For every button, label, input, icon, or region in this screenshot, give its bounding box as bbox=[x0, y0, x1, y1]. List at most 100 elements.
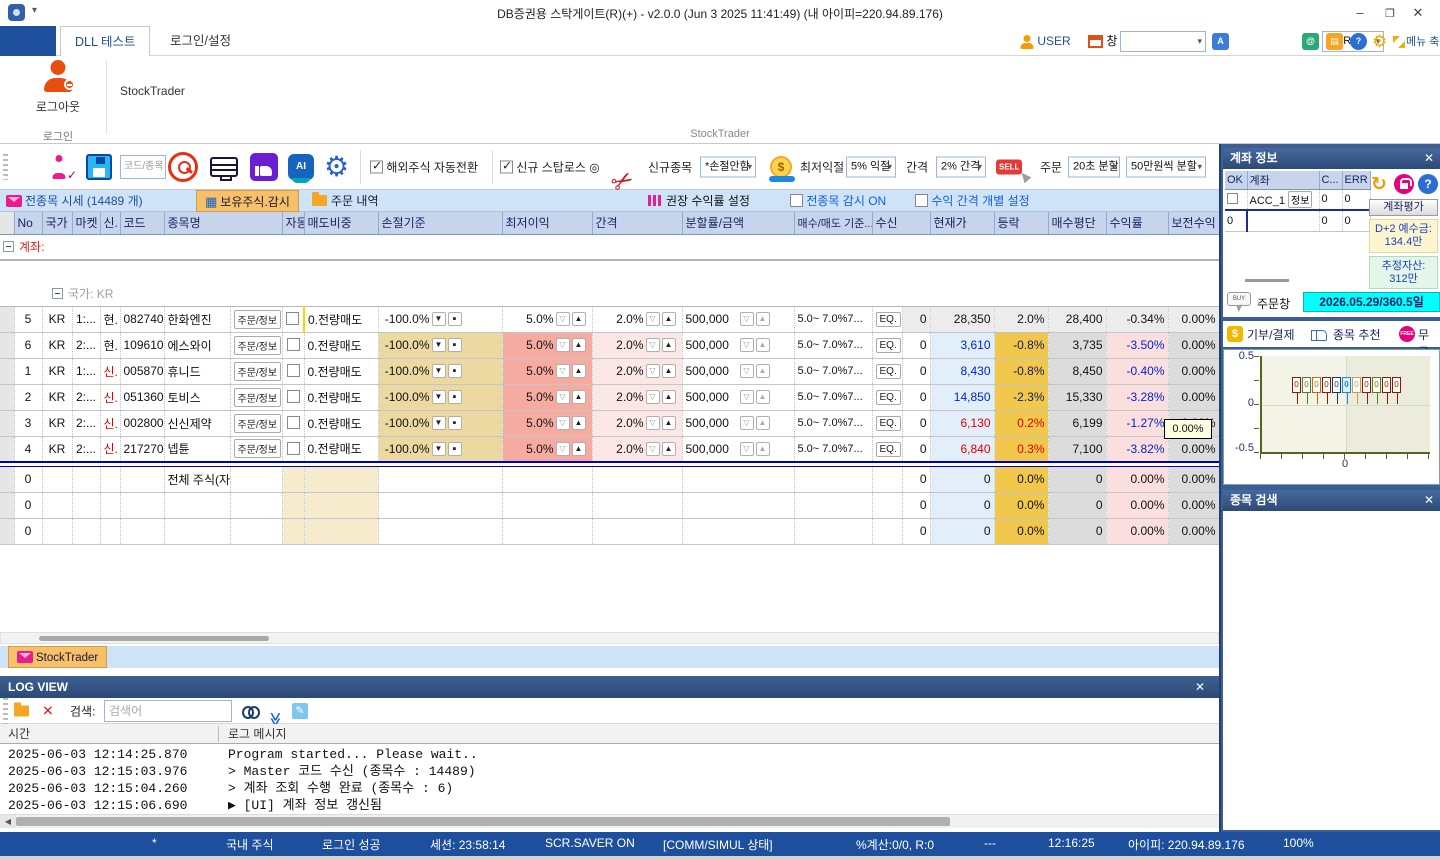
table-row[interactable]: 4 KR 2:... 신. 217270 넵튠 주문/정보 0.전량매도 -100.0% … bbox=[0, 436, 1220, 463]
spin-up-icon[interactable] bbox=[571, 416, 586, 431]
overseas-auto-checkbox[interactable]: 해외주식 자동전환 bbox=[370, 158, 478, 175]
sell-cursor-icon[interactable]: SELL bbox=[996, 159, 1023, 174]
spin-up-icon[interactable] bbox=[755, 416, 770, 431]
chevron-down-icon[interactable]: ▾ bbox=[32, 5, 38, 16]
spin-down-icon[interactable] bbox=[645, 390, 660, 405]
spin-up-icon[interactable] bbox=[661, 364, 676, 379]
drag-handle[interactable] bbox=[3, 153, 8, 180]
order-info-button[interactable]: 주문/정보 bbox=[233, 361, 281, 381]
window-button[interactable]: 창 bbox=[1088, 31, 1117, 51]
spin-up-icon[interactable] bbox=[661, 390, 676, 405]
spin-down-icon[interactable] bbox=[645, 442, 660, 457]
help-icon[interactable]: ? bbox=[1350, 31, 1367, 51]
open-log-icon[interactable] bbox=[14, 702, 29, 716]
recv-button[interactable]: EQ. bbox=[875, 441, 901, 457]
spin-up-icon[interactable] bbox=[571, 312, 586, 327]
like-icon[interactable] bbox=[250, 152, 278, 181]
order-info-button[interactable]: 주문/정보 bbox=[233, 387, 281, 407]
profit-icon[interactable]: $ bbox=[769, 155, 795, 182]
settings-icon[interactable]: ⚙ bbox=[1372, 31, 1388, 52]
log-scrollbar[interactable]: ◀ bbox=[0, 814, 1219, 828]
auto-checkbox[interactable] bbox=[286, 390, 300, 403]
clear-log-icon[interactable]: ✕ bbox=[42, 702, 54, 718]
order-split-combo[interactable]: 20초 분할 bbox=[1068, 156, 1120, 177]
menu-collapse-button[interactable]: 메뉴 축소 bbox=[1392, 31, 1440, 51]
lock-icon[interactable] bbox=[1394, 174, 1414, 194]
spin-up-icon[interactable] bbox=[571, 390, 586, 405]
account-info-button[interactable]: 정보 bbox=[1288, 190, 1313, 208]
order-window-value[interactable]: 2026.05.29/360.5일 bbox=[1303, 292, 1440, 312]
help-icon[interactable]: ? bbox=[1418, 174, 1438, 194]
order-info-button[interactable]: 주문/정보 bbox=[233, 413, 281, 433]
book-icon[interactable]: ▤ bbox=[1326, 31, 1343, 51]
recommend-link[interactable]: 종목 추천 bbox=[1333, 328, 1381, 342]
spin-up-icon[interactable] bbox=[661, 442, 676, 457]
stop-icon[interactable] bbox=[447, 338, 462, 353]
binoculars-icon[interactable] bbox=[242, 705, 260, 719]
spin-down-icon[interactable] bbox=[645, 364, 660, 379]
tab-stocktrader[interactable]: StockTrader bbox=[8, 646, 108, 668]
table-row[interactable]: 2 KR 2:... 신. 051360 토비스 주문/정보 0.전량매도 -100.0%… bbox=[0, 384, 1220, 411]
spin-down-icon[interactable] bbox=[431, 442, 446, 457]
spin-down-icon[interactable] bbox=[431, 416, 446, 431]
scrollbar-thumb[interactable] bbox=[16, 817, 950, 826]
file-menu-button[interactable] bbox=[0, 26, 56, 56]
tab-all-quotes[interactable]: 전종목 시세 (14489 개) bbox=[6, 190, 143, 212]
horizontal-scrollbar[interactable] bbox=[0, 632, 1219, 644]
code-search-input[interactable] bbox=[120, 154, 166, 179]
donate-link[interactable]: 기부/결제 bbox=[1247, 328, 1295, 342]
refresh-icon[interactable]: ↻ bbox=[1371, 173, 1387, 195]
save-icon[interactable] bbox=[86, 153, 112, 180]
spin-up-icon[interactable] bbox=[571, 364, 586, 379]
spin-down-icon[interactable] bbox=[555, 364, 570, 379]
restore-button[interactable] bbox=[1376, 3, 1404, 23]
spin-down-icon[interactable] bbox=[555, 442, 570, 457]
account-eval-button[interactable]: 계좌평가 bbox=[1369, 199, 1438, 216]
spin-down-icon[interactable] bbox=[739, 312, 754, 327]
logout-button[interactable]: 로그아웃 bbox=[28, 60, 88, 115]
spin-down-icon[interactable] bbox=[645, 338, 660, 353]
spin-up-icon[interactable] bbox=[755, 442, 770, 457]
scrollbar-thumb[interactable] bbox=[39, 636, 269, 641]
auto-checkbox[interactable] bbox=[286, 416, 300, 429]
profit-rate-settings-button[interactable]: 권장 수익률 설정 bbox=[648, 190, 750, 212]
spin-down-icon[interactable] bbox=[739, 442, 754, 457]
tab-dll-test[interactable]: DLL 테스트 bbox=[60, 26, 151, 56]
amount-split-combo[interactable]: 50만원씩 분할 bbox=[1126, 156, 1206, 177]
account-panel-header[interactable]: 계좌 정보 ✕ bbox=[1223, 148, 1440, 169]
monitor-icon[interactable] bbox=[210, 156, 238, 181]
close-icon[interactable]: ✕ bbox=[1194, 680, 1205, 694]
spin-down-icon[interactable] bbox=[555, 416, 570, 431]
recv-button[interactable]: EQ. bbox=[875, 390, 901, 405]
spin-down-icon[interactable] bbox=[431, 390, 446, 405]
spin-down-icon[interactable] bbox=[555, 390, 570, 405]
spin-down-icon[interactable] bbox=[431, 338, 446, 353]
table-row[interactable]: 1 KR 1:... 신. 005870 휴니드 주문/정보 0.전량매도 -100.0%… bbox=[0, 358, 1220, 385]
buy-cursor-icon[interactable]: BUY bbox=[1227, 292, 1251, 306]
spin-up-icon[interactable] bbox=[755, 312, 770, 327]
stop-icon[interactable] bbox=[447, 442, 462, 457]
spin-up-icon[interactable] bbox=[661, 416, 676, 431]
order-info-button[interactable]: 주문/정보 bbox=[233, 439, 281, 459]
recv-button[interactable]: EQ. bbox=[875, 312, 901, 327]
spin-down-icon[interactable] bbox=[739, 364, 754, 379]
thumbs-up-icon[interactable] bbox=[1311, 326, 1327, 342]
spin-up-icon[interactable] bbox=[755, 338, 770, 353]
tab-holdings-watch[interactable]: ▦ 보유주식.감시 bbox=[196, 190, 299, 212]
min-profit-combo[interactable]: 5% 익절 bbox=[846, 156, 896, 177]
search-icon[interactable] bbox=[168, 151, 198, 182]
spin-down-icon[interactable] bbox=[739, 338, 754, 353]
spin-down-icon[interactable] bbox=[431, 364, 446, 379]
stock-search-panel-header[interactable]: 종목 검색 ✕ bbox=[1223, 490, 1440, 511]
recv-button[interactable]: EQ. bbox=[875, 364, 901, 379]
edit-icon[interactable] bbox=[292, 702, 308, 719]
auto-checkbox[interactable] bbox=[286, 364, 300, 377]
spin-up-icon[interactable] bbox=[661, 338, 676, 353]
spin-down-icon[interactable] bbox=[555, 312, 570, 327]
new-stock-combo[interactable]: *손절안함 bbox=[700, 156, 756, 177]
user-button[interactable]: USER bbox=[1020, 31, 1070, 51]
minus-box-icon[interactable] bbox=[3, 241, 14, 253]
scroll-left-icon[interactable]: ◀ bbox=[0, 815, 16, 828]
spin-down-icon[interactable] bbox=[739, 416, 754, 431]
